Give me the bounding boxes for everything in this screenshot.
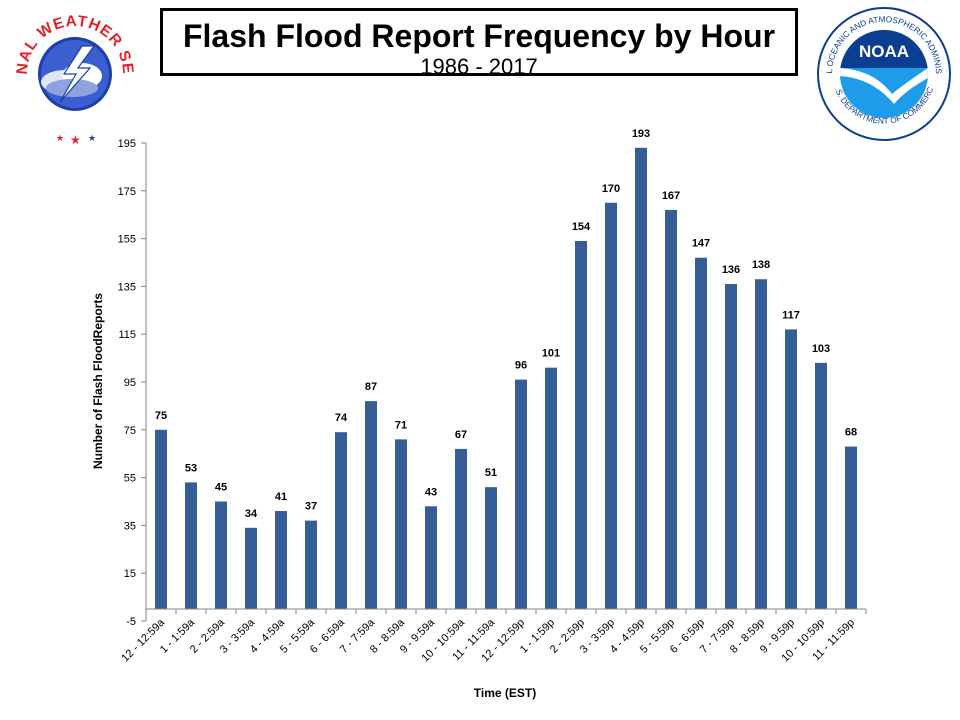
y-tick-label: 95 [124, 377, 136, 389]
bar-value-label: 41 [275, 491, 287, 503]
bar-value-label: 75 [155, 410, 167, 422]
y-tick-label: 55 [124, 473, 136, 485]
bar [845, 446, 857, 610]
bar [515, 379, 527, 610]
bar [575, 240, 587, 610]
svg-text:★: ★ [70, 133, 81, 146]
bar [545, 367, 557, 610]
bar-value-label: 51 [485, 467, 497, 479]
y-tick-label: 135 [118, 281, 136, 293]
y-axis-title: Number of Flash FloodReports [91, 293, 105, 469]
bar [335, 432, 347, 610]
bar-value-label: 87 [365, 381, 377, 393]
bar-value-label: 193 [632, 128, 650, 140]
bar [245, 527, 257, 610]
bar [785, 329, 797, 610]
y-axis: -5 15 35 55 75 95 115 135 155 175 195 [118, 138, 147, 628]
x-axis-title: Time (EST) [474, 686, 536, 700]
bar-value-label: 96 [515, 360, 527, 372]
bar-value-label: 147 [692, 238, 710, 250]
bar-value-label: 136 [722, 264, 740, 276]
bar [365, 401, 377, 610]
y-tick-label: 75 [124, 425, 136, 437]
svg-text:★: ★ [88, 134, 96, 144]
bar-value-label: 138 [752, 259, 770, 271]
svg-text:★: ★ [56, 134, 64, 144]
bar [665, 209, 677, 610]
bar [155, 429, 167, 610]
bar [395, 439, 407, 610]
bar-value-label: 43 [425, 486, 437, 498]
noaa-logo-center-text: NOAA [859, 42, 909, 61]
bar-value-label: 117 [782, 309, 800, 321]
bar [485, 487, 497, 610]
noaa-logo-icon: NATIONAL OCEANIC AND ATMOSPHERIC ADMINIS… [814, 4, 951, 141]
bar-value-label: 74 [335, 412, 348, 424]
bar [425, 506, 437, 610]
y-tick-label: 35 [124, 520, 136, 532]
y-tick-label: -5 [126, 616, 136, 628]
bar-value-label: 170 [602, 183, 620, 195]
bar-value-label: 53 [185, 462, 197, 474]
bar-value-label: 67 [455, 429, 467, 441]
bar [305, 520, 317, 610]
y-tick-label: 155 [118, 234, 136, 246]
chart-subtitle: 1986 - 2017 [420, 54, 538, 79]
bar [725, 284, 737, 610]
bars [155, 147, 857, 610]
bar-value-label: 37 [305, 501, 317, 513]
chart-title-box: Flash Flood Report Frequency by Hour 198… [160, 8, 798, 79]
y-tick-label: 15 [124, 568, 136, 580]
chart-title: Flash Flood Report Frequency by Hour [182, 18, 776, 54]
bar [215, 501, 227, 610]
bar-value-label: 68 [845, 427, 857, 439]
bar [815, 362, 827, 610]
bar-value-label: 103 [812, 343, 830, 355]
data-labels: 75 53 45 34 41 37 74 87 71 43 67 51 96 101 154 170 193 16… [155, 128, 857, 520]
bar [755, 279, 767, 610]
y-tick-label: 175 [118, 186, 136, 198]
bar [605, 202, 617, 610]
bar-value-label: 167 [662, 190, 680, 202]
bar-value-label: 71 [395, 419, 407, 431]
bar-value-label: 101 [542, 348, 560, 360]
y-tick-label: 195 [118, 138, 136, 150]
bar-value-label: 45 [215, 482, 227, 494]
bar [635, 147, 647, 610]
bar [185, 482, 197, 610]
bar [695, 257, 707, 610]
bar-value-label: 34 [245, 508, 258, 520]
bar [455, 448, 467, 610]
y-tick-label: 115 [118, 329, 136, 341]
bar [275, 511, 287, 610]
bar-value-label: 154 [572, 221, 591, 233]
nws-logo-icon: NATIONAL WEATHER SERVICE ★ ★ ★ [10, 6, 135, 146]
